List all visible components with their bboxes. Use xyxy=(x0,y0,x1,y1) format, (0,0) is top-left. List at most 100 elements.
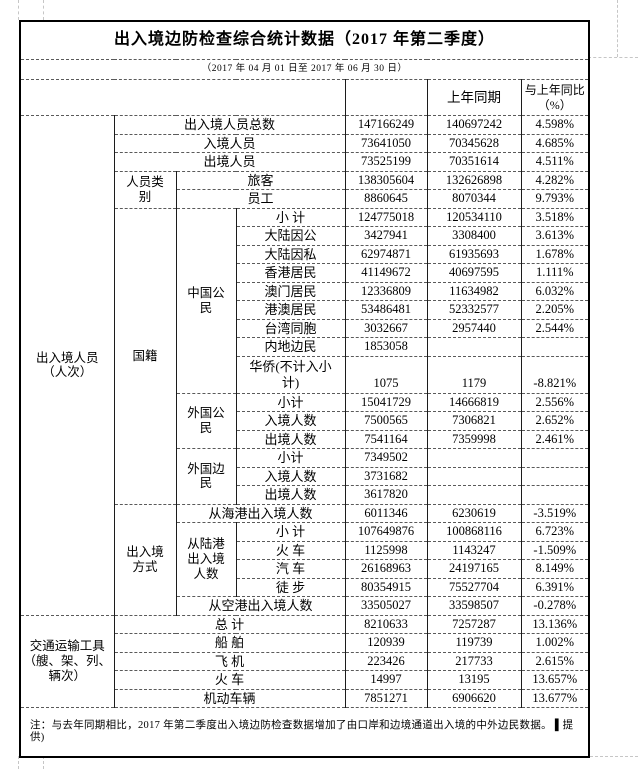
value-cell: 132626898 xyxy=(426,170,522,190)
value-cell: 1.111% xyxy=(520,263,590,283)
value-cell: 41149672 xyxy=(344,263,428,283)
value-cell: 8210633 xyxy=(344,614,428,634)
value-cell xyxy=(520,466,590,486)
table-row: 火 车 1125998 1143247 -1.509% xyxy=(20,540,590,560)
table-row: 交通运输工具 （艘、架、列、 辆次）总 计 8210633 7257287 13.13… xyxy=(19,614,590,708)
value-cell: 14666819 xyxy=(426,392,522,412)
label-cell: 机动车辆 xyxy=(113,688,346,708)
value-cell: 2.652% xyxy=(520,411,590,431)
table-note: 注：与去年同期相比，2017 年第二季度出入境边防检查数据增加了由口岸和边境通道… xyxy=(19,707,590,758)
category-cell: 外国公 民 xyxy=(175,392,237,449)
value-cell: 70351614 xyxy=(426,152,522,172)
value-cell xyxy=(426,337,522,357)
value-cell: 119739 xyxy=(426,633,522,653)
table-row: 员工 8860645 8070344 9.793% xyxy=(20,189,590,209)
value-cell: 3731682 xyxy=(344,466,428,486)
table-row: 入境人数 3731682 xyxy=(20,466,590,486)
value-cell: 2.556% xyxy=(520,392,590,412)
value-cell: 13195 xyxy=(426,670,522,690)
label-cell: 小 计 xyxy=(235,207,346,227)
value-cell: -8.821% xyxy=(520,355,590,394)
label-cell: 内地边民 xyxy=(235,337,346,357)
value-cell: 3.518% xyxy=(520,207,590,227)
value-cell: 13.136% xyxy=(520,614,590,634)
table-row: 出境人数 3617820 xyxy=(20,485,590,505)
value-cell: 6906620 xyxy=(426,688,522,708)
value-cell: 14997 xyxy=(344,670,428,690)
label-cell: 出入境人员总数 xyxy=(113,115,346,135)
value-cell: 1.678% xyxy=(520,244,590,264)
value-cell: 2.205% xyxy=(520,300,590,320)
table-row: 外国公 民小计 15041729 14666819 2.556% xyxy=(20,392,590,449)
title-row: 出入境边防检查综合统计数据（2017 年第二季度） xyxy=(19,20,590,60)
subtitle-row: （2017 年 04 月 01 日至 2017 年 06 月 30 日） xyxy=(19,59,590,80)
value-cell: 120534110 xyxy=(426,207,522,227)
label-cell: 入境人员 xyxy=(113,133,346,153)
value-cell: 2.461% xyxy=(520,429,590,449)
page-title: 出入境边防检查综合统计数据（2017 年第二季度） xyxy=(19,20,590,60)
value-cell: 1179 xyxy=(426,355,522,394)
label-cell: 港澳居民 xyxy=(235,300,346,320)
value-cell: 33598507 xyxy=(426,596,522,616)
value-cell: 4.282% xyxy=(520,170,590,190)
label-cell: 火 车 xyxy=(235,540,346,560)
table-row: 火 车 14997 13195 13.657% xyxy=(20,670,590,690)
value-cell: 8860645 xyxy=(344,189,428,209)
value-cell: 1853058 xyxy=(344,337,428,357)
table-row: 内地边民 1853058 xyxy=(20,337,590,357)
label-cell: 徒 步 xyxy=(235,577,346,597)
category-cell: 外国边 民 xyxy=(175,448,237,505)
header-yoy-cell: 与上年同比 （%） xyxy=(520,79,590,116)
label-cell: 入境人数 xyxy=(235,411,346,431)
column-header-row: 上年同期 与上年同比 （%） xyxy=(19,79,590,116)
value-cell: 3032667 xyxy=(344,318,428,338)
value-cell: 75527704 xyxy=(426,577,522,597)
value-cell: 7541164 xyxy=(344,429,428,449)
label-cell: 大陆因私 xyxy=(235,244,346,264)
table-row: 入境人员 73641050 70345628 4.685% xyxy=(20,133,590,153)
page-subtitle: （2017 年 04 月 01 日至 2017 年 06 月 30 日） xyxy=(19,59,590,80)
margin-guide-top-right-horizontal xyxy=(588,57,638,58)
value-cell: 62974871 xyxy=(344,244,428,264)
note-row: 注：与去年同期相比，2017 年第二季度出入境边防检查数据增加了由口岸和边境通道… xyxy=(19,707,590,758)
value-cell: 7851271 xyxy=(344,688,428,708)
value-cell: -3.519% xyxy=(520,503,590,523)
value-cell: 3308400 xyxy=(426,226,522,246)
value-cell: 6.391% xyxy=(520,577,590,597)
value-cell xyxy=(426,485,522,505)
value-cell: 61935693 xyxy=(426,244,522,264)
table-row: 澳门居民 12336809 11634982 6.032% xyxy=(20,281,590,301)
table-row: 从空港出入境人数 33505027 33598507 -0.278% xyxy=(20,596,590,616)
label-cell: 出境人数 xyxy=(235,485,346,505)
label-cell: 飞 机 xyxy=(113,651,346,671)
value-cell: 4.598% xyxy=(520,115,590,135)
value-cell: 7306821 xyxy=(426,411,522,431)
label-cell: 船 舶 xyxy=(113,633,346,653)
margin-guide-left-inner-top xyxy=(43,0,44,20)
value-cell xyxy=(520,485,590,505)
value-cell: 223426 xyxy=(344,651,428,671)
label-cell: 火 车 xyxy=(113,670,346,690)
table-row: 出境人员 73525199 70351614 4.511% xyxy=(20,152,590,172)
value-cell xyxy=(520,337,590,357)
label-cell: 旅客 xyxy=(175,170,346,190)
label-cell: 大陆因公 xyxy=(235,226,346,246)
value-cell: 3.613% xyxy=(520,226,590,246)
value-cell xyxy=(520,448,590,468)
table-row: 机动车辆 7851271 6906620 13.677% xyxy=(20,688,590,708)
value-cell: 8.149% xyxy=(520,559,590,579)
value-cell: 8070344 xyxy=(426,189,522,209)
value-cell: 3617820 xyxy=(344,485,428,505)
value-cell: 120939 xyxy=(344,633,428,653)
value-cell: 7257287 xyxy=(426,614,522,634)
value-cell: 7500565 xyxy=(344,411,428,431)
category-cell: 交通运输工具 （艘、架、列、 辆次） xyxy=(19,614,115,708)
table-row: 国籍 中国公 民小 计 124775018 120534110 3.518% xyxy=(20,207,590,505)
value-cell: 100868116 xyxy=(426,522,522,542)
value-cell: 1.002% xyxy=(520,633,590,653)
label-cell: 出境人数 xyxy=(235,429,346,449)
label-cell: 从空港出入境人数 xyxy=(175,596,346,616)
label-cell: 出境人员 xyxy=(113,152,346,172)
margin-guide-left-outer-top xyxy=(18,0,19,20)
